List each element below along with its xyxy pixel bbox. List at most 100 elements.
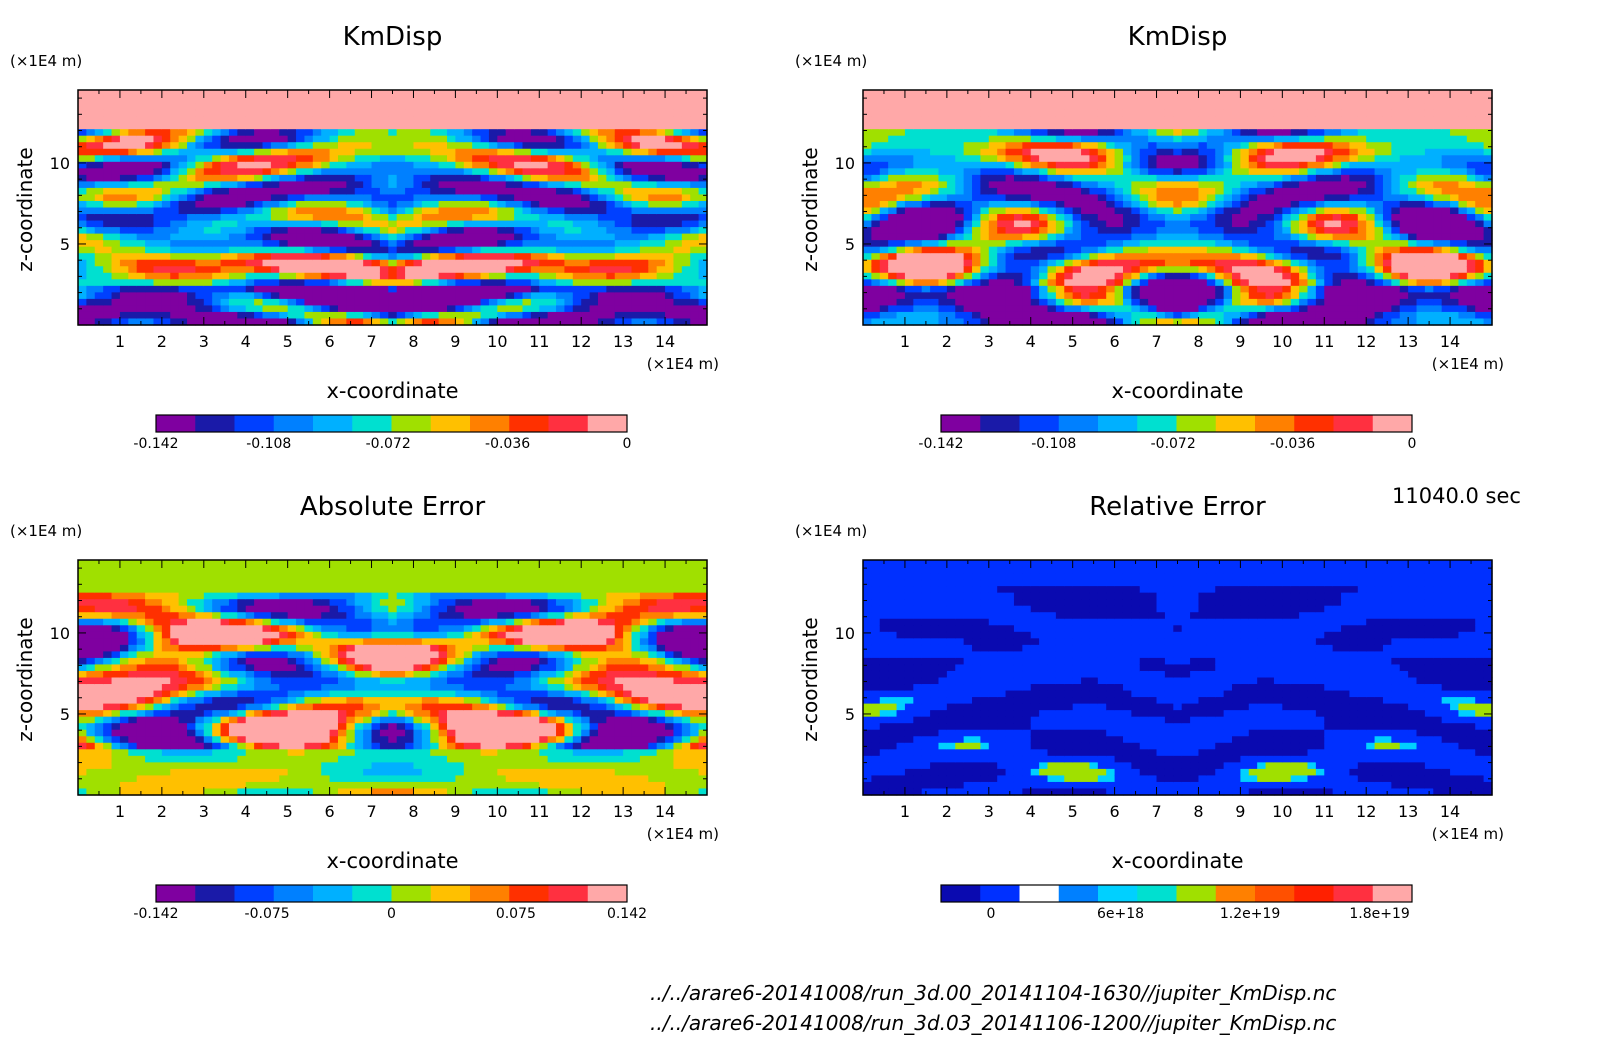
contour-cell — [938, 214, 948, 222]
contour-cell — [136, 207, 146, 215]
contour-cell — [1290, 161, 1300, 169]
contour-cell — [354, 155, 364, 163]
contour-cell — [1164, 305, 1174, 313]
contour-cell — [438, 220, 448, 228]
contour-cell — [136, 266, 146, 274]
contour-cell — [589, 266, 599, 274]
contour-cell — [514, 266, 524, 274]
contour-cell — [119, 207, 129, 215]
contour-cell — [296, 214, 306, 222]
contour-cell — [1164, 227, 1174, 235]
contour-cell — [1022, 200, 1032, 209]
contour-cell — [212, 305, 222, 313]
contour-cell — [938, 155, 948, 163]
contour-cell — [279, 305, 289, 313]
contour-cell — [1030, 200, 1040, 209]
contour-cell — [430, 285, 440, 293]
contour-cell — [379, 253, 389, 261]
contour-cell — [1332, 122, 1342, 130]
contour-cell — [1299, 155, 1309, 163]
contour-cell — [921, 135, 931, 143]
colorbar-swatch — [430, 415, 471, 432]
contour-cell — [228, 174, 238, 182]
contour-cell — [78, 142, 87, 150]
contour-cell — [497, 168, 507, 176]
contour-cell — [1232, 181, 1241, 189]
contour-cell — [530, 181, 540, 189]
contour-cell — [1282, 266, 1292, 274]
contour-cell — [1198, 194, 1208, 202]
contour-cell — [1307, 240, 1317, 248]
contour-cell — [346, 155, 356, 163]
contour-cell — [639, 207, 649, 215]
contour-cell — [1307, 285, 1317, 293]
contour-cell — [690, 285, 700, 293]
contour-cell — [371, 194, 381, 202]
contour-cell — [1081, 103, 1091, 111]
contour-cell — [980, 90, 990, 98]
contour-cell — [111, 116, 121, 124]
contour-cell — [396, 233, 406, 241]
contour-cell — [1139, 187, 1149, 196]
contour-cell — [879, 168, 889, 176]
contour-cell — [145, 116, 155, 124]
contour-cell — [480, 285, 490, 293]
contour-cell — [329, 155, 339, 163]
contour-cell — [1215, 259, 1225, 267]
contour-cell — [547, 90, 557, 98]
contour-cell — [1139, 272, 1149, 280]
contour-cell — [1081, 207, 1091, 215]
contour-cell — [1072, 155, 1082, 163]
contour-cell — [988, 259, 998, 267]
contour-cell — [270, 174, 280, 182]
contour-cell — [522, 174, 532, 182]
contour-cell — [170, 122, 180, 130]
contour-cell — [863, 135, 872, 143]
contour-cell — [913, 200, 923, 209]
contour-cell — [455, 96, 465, 104]
contour-cell — [1081, 181, 1091, 189]
contour-cell — [1039, 272, 1049, 280]
contour-cell — [94, 253, 104, 261]
contour-cell — [212, 272, 222, 280]
contour-cell — [1013, 181, 1023, 189]
contour-cell — [1156, 279, 1166, 287]
contour-cell — [463, 142, 473, 150]
contour-cell — [639, 279, 649, 287]
contour-cell — [136, 311, 146, 320]
contour-cell — [547, 305, 557, 313]
contour-cell — [631, 266, 641, 274]
contour-cell — [94, 135, 104, 143]
contour-cell — [128, 96, 138, 104]
contour-cell — [896, 266, 906, 274]
contour-cell — [1022, 168, 1032, 176]
contour-cell — [913, 227, 923, 235]
contour-cell — [488, 240, 498, 248]
contour-cell — [103, 135, 113, 143]
contour-cell — [572, 161, 582, 169]
contour-cell — [312, 266, 322, 274]
contour-cell — [1290, 220, 1300, 228]
contour-cell — [522, 142, 532, 150]
contour-cell — [665, 103, 675, 111]
contour-cell — [631, 240, 641, 248]
contour-cell — [245, 116, 255, 124]
contour-cell — [631, 214, 641, 222]
contour-cell — [863, 103, 872, 111]
contour-cell — [220, 155, 230, 163]
contour-cell — [1206, 90, 1216, 98]
contour-cell — [438, 279, 448, 287]
contour-cell — [606, 233, 616, 241]
contour-cell — [1282, 155, 1292, 163]
contour-cell — [980, 148, 990, 156]
contour-cell — [480, 96, 490, 104]
contour-cell — [203, 298, 213, 307]
contour-cell — [1005, 96, 1015, 104]
contour-cell — [1248, 161, 1258, 169]
contour-cell — [698, 220, 708, 228]
contour-cell — [1349, 194, 1359, 202]
contour-cell — [522, 90, 532, 98]
contour-cell — [1106, 116, 1116, 124]
contour-cell — [1055, 214, 1065, 222]
contour-cell — [254, 174, 264, 182]
